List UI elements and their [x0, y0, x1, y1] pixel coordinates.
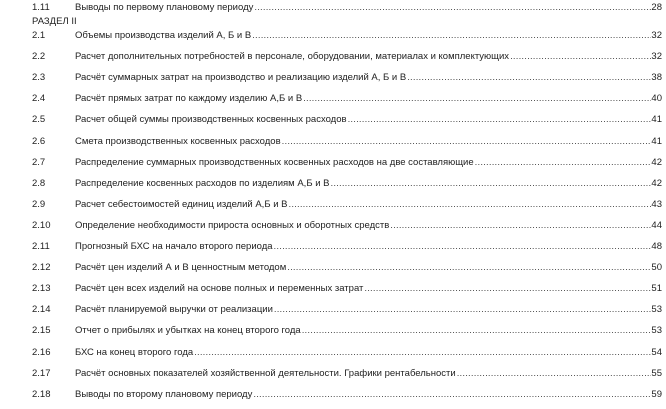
- dot-leader: [252, 29, 651, 42]
- entry-title: Расчёт цен всех изделий на основе полных…: [75, 283, 364, 295]
- toc-entry[interactable]: 2.6 Смета производственных косвенных рас…: [0, 135, 666, 148]
- entry-number: 2.11: [32, 241, 50, 252]
- dot-leader: [330, 177, 651, 190]
- entry-page: 41: [651, 135, 662, 147]
- entry-number: 1.11: [32, 2, 50, 13]
- entry-title: Прогнозный БХС на начало второго периода: [75, 241, 273, 252]
- entry-title: Смета производственных косвенных расходо…: [75, 135, 281, 147]
- toc-entry-partial[interactable]: 1.11 Выводы по первому плановому периоду…: [0, 1, 666, 14]
- dot-leader: [274, 240, 652, 253]
- entry-number: 2.15: [32, 325, 51, 337]
- entry-title: Отчет о прибылях и убытках на конец втор…: [75, 325, 301, 337]
- entry-title: Расчет дополнительных потребностей в пер…: [75, 51, 510, 63]
- entry-title: Расчет общей суммы производственных косв…: [75, 114, 347, 126]
- entry-title: Распределение косвенных расходов по изде…: [75, 177, 330, 189]
- toc-entry[interactable]: 2.15 Отчет о прибылях и убытках на конец…: [0, 324, 666, 337]
- entry-page: 44: [651, 219, 662, 231]
- entry-number: 2.7: [32, 156, 46, 168]
- entry-number: 2.2: [32, 51, 46, 63]
- toc-entry[interactable]: 2.3 Расчёт суммарных затрат на производс…: [0, 71, 666, 84]
- toc-entry[interactable]: 2.17 Расчёт основных показателей хозяйст…: [0, 367, 666, 380]
- toc-entry[interactable]: 2.12 Расчёт цен изделий А и В ценностным…: [0, 261, 666, 274]
- toc-entry[interactable]: 2.4 Расчёт прямых затрат по каждому изде…: [0, 92, 666, 105]
- entry-number: 2.10: [32, 219, 51, 231]
- entry-page: 42: [651, 177, 662, 189]
- toc-entry[interactable]: 2.5 Расчет общей суммы производственных …: [0, 113, 666, 126]
- entry-title: Расчёт прямых затрат по каждому изделию …: [75, 93, 303, 105]
- section-heading: РАЗДЕЛ II: [32, 16, 77, 27]
- entry-number: 2.9: [32, 198, 46, 210]
- entry-page: 42: [651, 156, 662, 168]
- entry-number: 2.5: [32, 114, 46, 126]
- toc-entry[interactable]: 2.1 Объемы производства изделий А, Б и В…: [0, 29, 666, 42]
- entry-number: 2.13: [32, 283, 51, 295]
- entry-title: Расчёт планируемой выручки от реализации: [75, 304, 273, 316]
- entry-number: 2.8: [32, 177, 46, 189]
- dot-leader: [287, 261, 651, 274]
- dot-leader: [475, 156, 652, 169]
- entry-page: 48: [651, 241, 662, 252]
- entry-page: 54: [651, 346, 662, 358]
- entry-title: Расчет себестоимостей единиц изделий А,Б…: [75, 198, 288, 210]
- entry-title: БХС на конец второго года: [75, 346, 194, 358]
- dot-leader: [282, 135, 652, 148]
- dot-leader: [407, 71, 651, 84]
- dot-leader: [510, 50, 651, 63]
- toc-entry[interactable]: 2.16 БХС на конец второго года 54: [0, 346, 666, 359]
- dot-leader: [274, 303, 652, 316]
- entry-page: 50: [651, 262, 662, 274]
- toc-entry[interactable]: 2.14 Расчёт планируемой выручки от реали…: [0, 303, 666, 316]
- entry-page: 40: [651, 93, 662, 105]
- entry-number: 2.18: [32, 388, 51, 400]
- entry-title: Расчёт суммарных затрат на производство …: [75, 72, 407, 84]
- dot-leader: [194, 346, 651, 359]
- entry-page: 32: [651, 30, 662, 41]
- toc-entry[interactable]: 2.10 Определение необходимости прироста …: [0, 219, 666, 232]
- toc-entry[interactable]: 2.7 Распределение суммарных производстве…: [0, 156, 666, 169]
- entry-page: 51: [651, 283, 662, 295]
- dot-leader: [288, 198, 651, 211]
- entry-page: 28: [651, 2, 662, 13]
- dot-leader: [302, 324, 652, 337]
- toc-entry[interactable]: 2.13 Расчёт цен всех изделий на основе п…: [0, 282, 666, 295]
- entry-page: 43: [651, 198, 662, 210]
- entry-number: 2.3: [32, 72, 46, 84]
- entry-number: 2.16: [32, 346, 51, 358]
- toc-entry[interactable]: 2.11 Прогнозный БХС на начало второго пе…: [0, 240, 666, 253]
- entry-number: 2.4: [32, 93, 46, 105]
- entry-title: Расчёт основных показателей хозяйственно…: [75, 367, 456, 379]
- entry-title: Объемы производства изделий А, Б и В: [75, 30, 252, 41]
- dot-leader: [364, 282, 651, 295]
- toc-entry[interactable]: 2.2 Расчет дополнительных потребностей в…: [0, 50, 666, 63]
- entry-number: 2.12: [32, 262, 51, 274]
- toc-entry[interactable]: 2.8 Распределение косвенных расходов по …: [0, 177, 666, 190]
- entry-title: Расчёт цен изделий А и В ценностным мето…: [75, 262, 287, 274]
- entry-title: Выводы по первому плановому периоду: [75, 2, 254, 13]
- dot-leader: [303, 92, 651, 105]
- entry-page: 55: [651, 367, 662, 379]
- toc-entry[interactable]: 2.9 Расчет себестоимостей единиц изделий…: [0, 198, 666, 211]
- entry-title: Распределение суммарных производственных…: [75, 156, 474, 168]
- dot-leader: [254, 1, 651, 14]
- entry-number: 2.6: [32, 135, 46, 147]
- entry-page: 32: [651, 51, 662, 63]
- entry-number: 2.17: [32, 367, 51, 379]
- dot-leader: [390, 219, 651, 232]
- entry-page: 53: [651, 304, 662, 316]
- entry-page: 53: [651, 325, 662, 337]
- dot-leader: [457, 367, 652, 380]
- entry-number: 2.1: [32, 30, 46, 41]
- entry-page: 59: [651, 388, 662, 400]
- entry-page: 38: [651, 72, 662, 84]
- dot-leader: [348, 113, 652, 126]
- dot-leader: [253, 388, 651, 401]
- entry-number: 2.14: [32, 304, 51, 316]
- entry-page: 41: [651, 114, 662, 126]
- entry-title: Выводы по второму плановому периоду: [75, 388, 253, 400]
- toc-entry[interactable]: 2.18 Выводы по второму плановому периоду…: [0, 388, 666, 401]
- entry-title: Определение необходимости прироста основ…: [75, 219, 390, 231]
